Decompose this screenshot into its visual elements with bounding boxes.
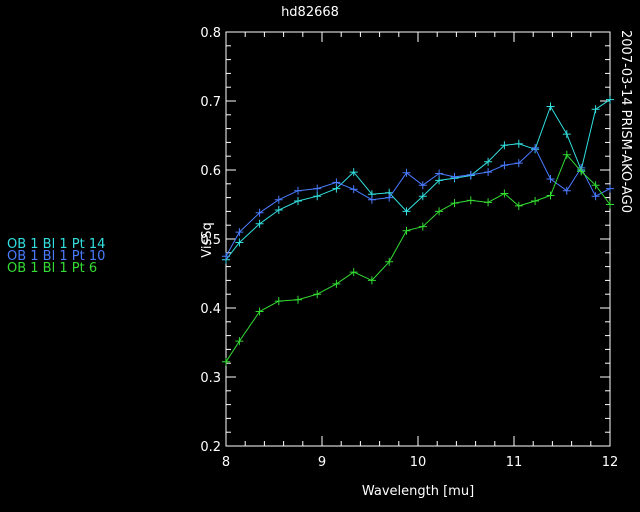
data-point <box>577 167 586 176</box>
data-point <box>546 191 555 200</box>
data-point <box>274 206 283 214</box>
data-point <box>367 276 376 285</box>
data-point <box>349 268 358 277</box>
x-tick-label: 12 <box>602 455 619 470</box>
data-point <box>294 197 302 205</box>
y-tick-label: 0.8 <box>200 26 221 41</box>
data-point <box>500 161 509 170</box>
data-point <box>255 219 264 228</box>
y-axis-label: VisSq <box>200 222 215 258</box>
side-label: 2007-03-14 PRISM-AKO-AG0 <box>618 30 633 213</box>
data-point <box>484 198 493 207</box>
data-point <box>418 192 427 201</box>
data-point <box>332 279 341 288</box>
legend-entry: OB 1 Bl 1 Pt 10 <box>7 249 105 264</box>
series-line <box>225 99 611 261</box>
data-point <box>546 102 555 111</box>
data-point <box>606 200 614 209</box>
data-point <box>450 199 459 208</box>
data-point <box>514 159 523 168</box>
data-point <box>255 307 264 316</box>
data-point <box>514 201 523 210</box>
x-axis-label: Wavelength [mu] <box>362 484 474 499</box>
data-point <box>591 181 600 190</box>
x-tick-label: 11 <box>506 455 523 470</box>
data-point <box>562 150 571 159</box>
data-point <box>402 226 411 235</box>
legend-entry: OB 1 Bl 1 Pt 14 <box>7 237 105 252</box>
data-point <box>313 192 322 201</box>
series-line <box>225 147 611 257</box>
series-layer <box>222 95 614 366</box>
x-tick-label: 10 <box>410 455 427 470</box>
data-point <box>349 168 358 177</box>
data-point <box>294 186 302 195</box>
y-tick-label: 0.5 <box>200 233 221 248</box>
y-tick-label: 0.2 <box>200 440 221 455</box>
data-point <box>385 257 394 266</box>
data-point <box>402 168 411 177</box>
data-point <box>484 157 493 166</box>
data-point <box>235 228 244 237</box>
data-point <box>349 185 358 194</box>
data-point <box>402 207 411 216</box>
data-point <box>255 208 264 217</box>
data-point <box>562 186 571 195</box>
series-group <box>222 143 614 261</box>
data-point <box>606 184 614 193</box>
y-tick-label: 0.4 <box>200 302 221 317</box>
series-group <box>222 95 614 264</box>
data-point <box>235 238 244 247</box>
data-point <box>435 176 444 185</box>
data-point <box>313 184 322 193</box>
data-point <box>450 172 459 181</box>
series-group <box>222 150 614 366</box>
data-point <box>313 290 322 299</box>
data-point <box>294 295 302 304</box>
data-point <box>274 195 283 204</box>
data-point <box>435 169 444 178</box>
data-point <box>531 143 540 152</box>
x-tick-label: 8 <box>222 455 230 470</box>
data-point <box>466 170 475 179</box>
data-point <box>385 193 394 202</box>
data-point <box>484 168 493 177</box>
legend-entry: OB 1 Bl 1 Pt 6 <box>7 261 97 276</box>
ticks-layer: 8 9 10 11 12 0.2 0.3 0.4 0.5 0.6 0.7 0.8 <box>200 26 618 470</box>
data-point <box>418 181 427 190</box>
data-point <box>235 337 244 346</box>
data-point <box>466 196 475 205</box>
data-point <box>546 175 555 183</box>
data-point <box>514 139 523 148</box>
y-tick-label: 0.7 <box>200 95 221 110</box>
data-point <box>274 297 283 306</box>
y-tick-label: 0.6 <box>200 164 221 179</box>
chart-title: hd82668 <box>281 5 339 20</box>
data-point <box>500 189 509 198</box>
data-point <box>531 197 540 205</box>
data-point <box>418 222 427 231</box>
data-point <box>435 207 444 216</box>
data-point <box>591 192 600 201</box>
x-tick-label: 9 <box>318 455 326 470</box>
data-point <box>332 178 341 187</box>
data-point <box>591 105 600 114</box>
data-point <box>606 95 614 104</box>
data-point <box>222 357 230 366</box>
data-point <box>222 252 230 261</box>
data-point <box>500 141 509 150</box>
data-point <box>367 195 376 204</box>
data-point <box>562 130 571 139</box>
y-tick-label: 0.3 <box>200 371 221 386</box>
